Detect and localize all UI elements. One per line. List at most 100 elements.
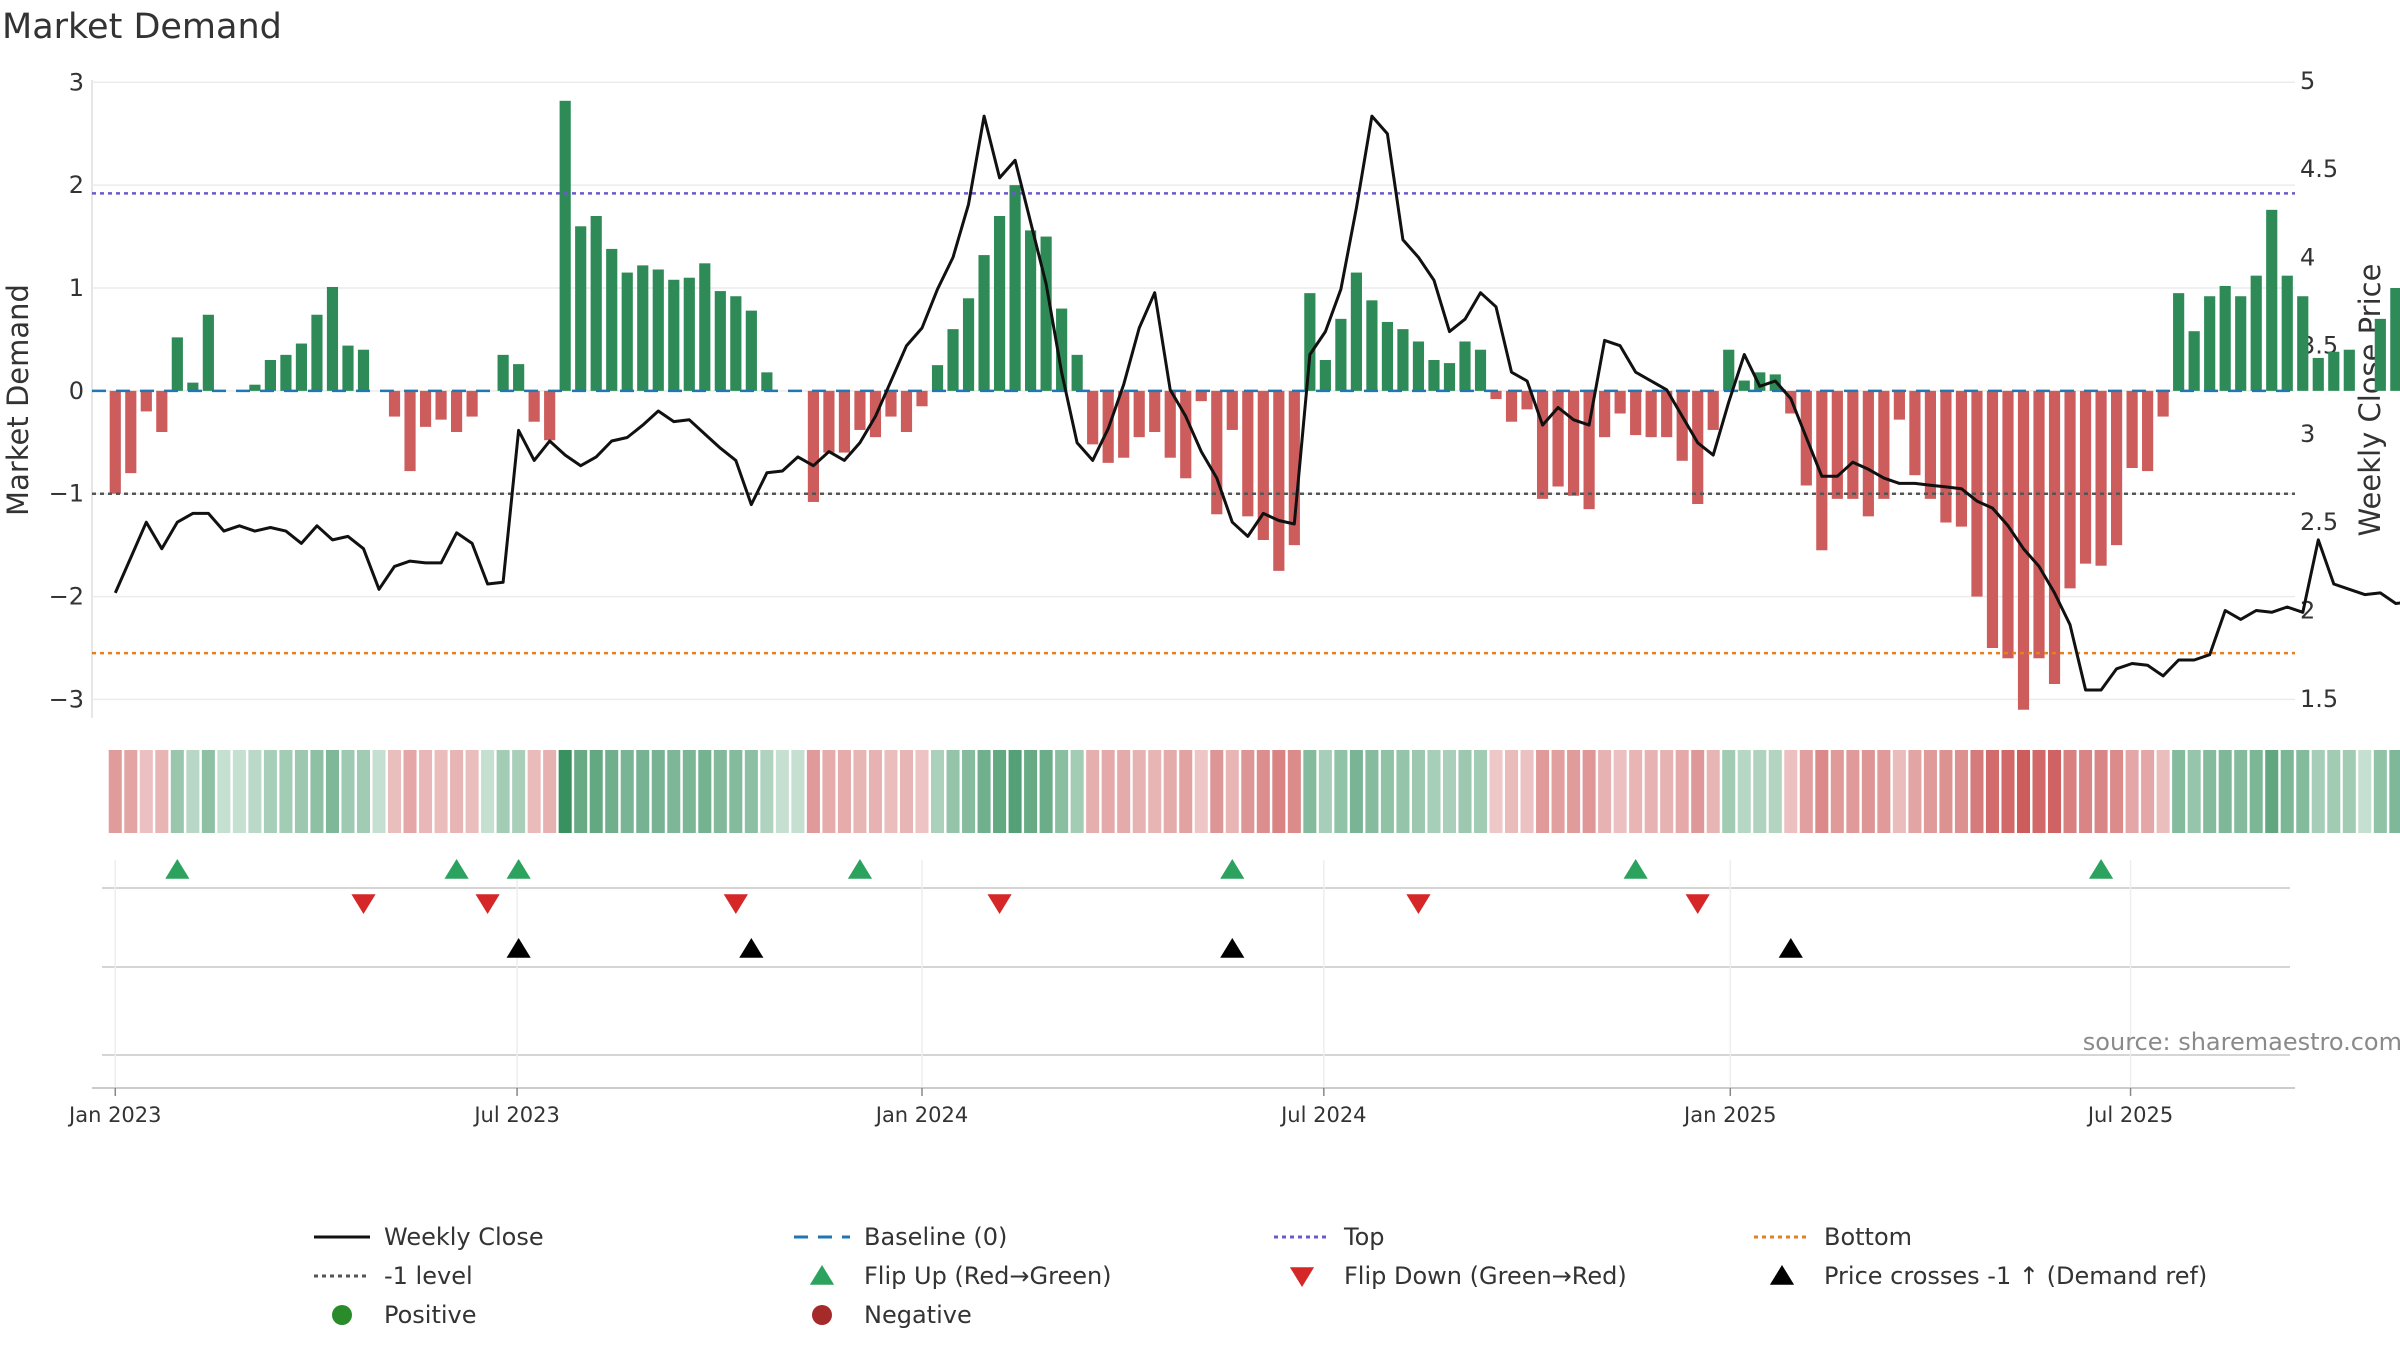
strip-cell bbox=[372, 750, 386, 833]
strip-cell bbox=[1706, 750, 1720, 833]
strip-cell bbox=[853, 750, 867, 833]
legend: Weekly Close Baseline (0) Top Bottom -1 leve… bbox=[314, 1223, 2207, 1329]
demand-bar bbox=[249, 384, 261, 391]
strip-cell bbox=[1349, 750, 1363, 833]
demand-bar bbox=[1521, 390, 1533, 410]
demand-bar bbox=[1242, 390, 1254, 517]
demand-bar bbox=[109, 390, 121, 494]
strip-cell bbox=[465, 750, 479, 833]
demand-bar bbox=[311, 314, 323, 391]
strip-cell bbox=[388, 750, 402, 833]
strip-cell bbox=[1473, 750, 1488, 833]
demand-bar bbox=[1505, 390, 1518, 422]
strip-cell bbox=[325, 750, 339, 833]
demand-bar bbox=[1459, 341, 1471, 391]
demand-bar bbox=[1645, 390, 1657, 438]
legend-tri-down-swatch bbox=[1289, 1267, 1315, 1287]
demand-bar bbox=[1893, 390, 1905, 420]
demand-bar bbox=[823, 390, 835, 453]
demand-bar bbox=[1257, 390, 1269, 540]
demand-bar bbox=[2343, 349, 2355, 391]
strip-cell bbox=[108, 750, 122, 833]
demand-bar bbox=[962, 298, 975, 391]
legend-label: Price crosses -1 ↑ (Demand ref) bbox=[1824, 1262, 2207, 1290]
strip-cell bbox=[868, 750, 882, 833]
demand-bar bbox=[202, 314, 214, 391]
strip-cell bbox=[155, 750, 169, 833]
demand-bar bbox=[1831, 390, 1843, 499]
demand-bar bbox=[2142, 390, 2154, 472]
demand-bar bbox=[590, 216, 602, 391]
demand-heat-strip bbox=[108, 750, 2400, 833]
y-axis-label: Market Demand bbox=[1, 284, 35, 516]
demand-bar bbox=[714, 291, 726, 391]
legend-label: Bottom bbox=[1824, 1223, 1912, 1251]
strip-cell bbox=[403, 750, 417, 833]
demand-bar bbox=[2281, 275, 2293, 391]
demand-bar bbox=[1909, 390, 1921, 476]
strip-cell bbox=[1598, 750, 1612, 833]
demand-bar bbox=[1273, 390, 1285, 571]
strip-cell bbox=[1861, 750, 1875, 833]
strip-cell bbox=[2280, 750, 2294, 833]
demand-bar bbox=[2157, 390, 2169, 417]
demand-bar bbox=[1971, 390, 1983, 597]
strip-cell bbox=[946, 750, 960, 833]
strip-cell bbox=[744, 750, 758, 833]
demand-bar bbox=[1443, 363, 1456, 391]
demand-bar bbox=[1723, 349, 1735, 391]
demand-bar bbox=[745, 310, 757, 391]
demand-bar bbox=[342, 345, 354, 391]
legend-label: -1 level bbox=[384, 1262, 473, 1290]
strip-cell bbox=[620, 750, 634, 833]
demand-bar bbox=[1630, 390, 1642, 436]
demand-bar bbox=[993, 216, 1006, 391]
demand-bar bbox=[2079, 390, 2092, 564]
demand-bar bbox=[1118, 390, 1130, 458]
strip-cell bbox=[434, 750, 448, 833]
strip-cell bbox=[1117, 750, 1131, 833]
demand-bar bbox=[419, 390, 432, 427]
strip-cell bbox=[1830, 750, 1844, 833]
strip-cell bbox=[1070, 750, 1084, 833]
demand-bar bbox=[854, 390, 866, 430]
strip-cell bbox=[341, 750, 355, 833]
strip-cell bbox=[791, 750, 805, 833]
strip-cell bbox=[1179, 750, 1193, 833]
strip-cell bbox=[1241, 750, 1255, 833]
demand-bar bbox=[1412, 341, 1425, 391]
legend-tri-up-swatch bbox=[1769, 1265, 1795, 1285]
demand-bar bbox=[528, 390, 540, 422]
y-tick-label: −1 bbox=[49, 480, 84, 508]
demand-bar bbox=[838, 390, 851, 453]
y-tick-label: −2 bbox=[49, 583, 84, 611]
legend-label: Flip Up (Red→Green) bbox=[864, 1262, 1112, 1290]
strip-cell bbox=[682, 750, 696, 833]
demand-bar bbox=[606, 248, 618, 391]
strip-cell bbox=[124, 750, 138, 833]
strip-cell bbox=[1334, 750, 1348, 833]
y2-tick-label: 3 bbox=[2300, 420, 2315, 448]
legend-label: Weekly Close bbox=[384, 1223, 544, 1251]
strip-cell bbox=[651, 750, 665, 833]
demand-bar bbox=[1195, 390, 1207, 402]
strip-cell bbox=[496, 750, 510, 833]
demand-bar bbox=[1040, 236, 1052, 391]
demand-bar bbox=[140, 390, 152, 412]
strip-cell bbox=[2048, 750, 2062, 833]
strip-cell bbox=[2016, 750, 2031, 833]
demand-bar bbox=[1428, 360, 1440, 391]
flip-down-marker bbox=[475, 894, 500, 914]
demand-bar bbox=[156, 390, 168, 432]
y2-tick-label: 2.5 bbox=[2300, 508, 2338, 536]
demand-bar bbox=[125, 390, 137, 474]
x-tick-label: Jul 2024 bbox=[1279, 1103, 1366, 1127]
demand-bar bbox=[326, 286, 339, 391]
strip-cell bbox=[1613, 750, 1627, 833]
strip-cell bbox=[201, 750, 215, 833]
strip-cell bbox=[993, 750, 1007, 833]
strip-cell bbox=[1132, 750, 1146, 833]
demand-bar bbox=[1490, 390, 1502, 400]
strip-cell bbox=[1039, 750, 1053, 833]
strip-cell bbox=[605, 750, 619, 833]
